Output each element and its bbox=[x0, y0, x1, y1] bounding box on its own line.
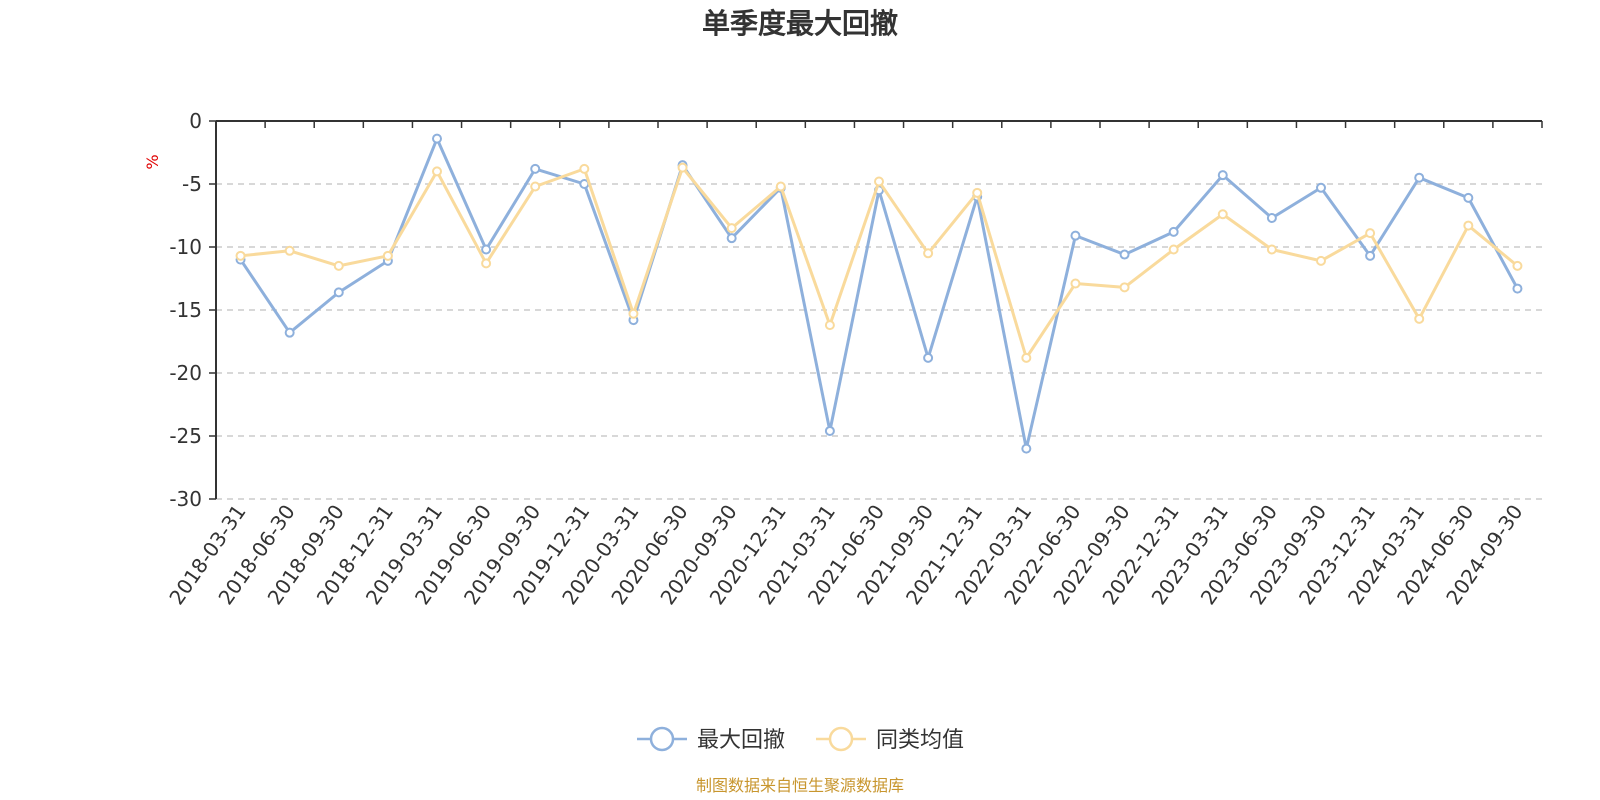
data-point bbox=[1316, 255, 1326, 266]
data-point bbox=[1070, 278, 1081, 289]
source-note: 制图数据来自恒生聚源数据库 bbox=[696, 776, 904, 795]
data-point bbox=[824, 425, 835, 436]
data-point bbox=[382, 250, 393, 261]
grid-lines bbox=[216, 183, 1542, 500]
data-point bbox=[235, 250, 246, 261]
data-point bbox=[1266, 213, 1277, 224]
data-point bbox=[726, 223, 737, 234]
data-point bbox=[284, 327, 295, 338]
legend-item-1[interactable]: 最大回撤 bbox=[637, 726, 785, 753]
data-point bbox=[677, 162, 688, 173]
data-point bbox=[1365, 228, 1376, 239]
data-point bbox=[579, 163, 590, 174]
data-point bbox=[1463, 192, 1474, 203]
legend-label: 最大回撤 bbox=[697, 728, 785, 753]
data-point bbox=[1463, 220, 1474, 231]
data-point bbox=[432, 133, 442, 144]
x-tick-labels: 2018-03-312018-06-302018-09-302018-12-31… bbox=[164, 500, 1527, 609]
data-point bbox=[530, 163, 541, 174]
data-point bbox=[1217, 170, 1228, 181]
legend[interactable]: 最大回撤 同类均值 bbox=[637, 726, 964, 753]
data-point bbox=[1414, 172, 1425, 183]
data-point bbox=[1217, 209, 1228, 220]
data-point bbox=[1512, 283, 1523, 294]
data-point bbox=[1021, 352, 1032, 363]
data-point bbox=[726, 233, 737, 244]
y-tick-labels: 0 -5 -10 -15 -20 -25 -30 bbox=[169, 109, 202, 511]
data-point bbox=[333, 260, 344, 271]
data-point bbox=[1070, 230, 1081, 241]
series-layer bbox=[235, 133, 1523, 454]
y-tick-label: 0 bbox=[189, 109, 202, 133]
legend-swatch-marker bbox=[649, 726, 675, 752]
y-tick-label: -20 bbox=[169, 361, 202, 385]
data-point bbox=[1365, 250, 1376, 261]
data-point bbox=[1414, 313, 1425, 324]
legend-label: 同类均值 bbox=[876, 728, 964, 753]
data-point bbox=[923, 248, 934, 259]
data-point bbox=[1512, 260, 1523, 271]
y-tick-label: -5 bbox=[182, 172, 202, 196]
data-point bbox=[1266, 244, 1277, 255]
data-point bbox=[530, 181, 541, 192]
y-axis-unit: % bbox=[143, 154, 162, 169]
data-point bbox=[824, 320, 835, 331]
data-point bbox=[628, 308, 639, 319]
data-point bbox=[1021, 443, 1032, 454]
data-point bbox=[1316, 182, 1326, 193]
axes bbox=[209, 120, 1543, 500]
data-point bbox=[775, 181, 786, 192]
y-tick-label: -25 bbox=[169, 424, 202, 448]
chart-title: 单季度最大回撤 bbox=[702, 7, 898, 40]
legend-item-2[interactable]: 同类均值 bbox=[816, 726, 964, 753]
data-point bbox=[923, 352, 934, 363]
data-point bbox=[972, 187, 983, 198]
data-point bbox=[284, 245, 295, 256]
data-point bbox=[481, 244, 492, 255]
data-point bbox=[1168, 226, 1179, 237]
data-point bbox=[432, 166, 442, 177]
legend-swatch-marker bbox=[828, 726, 854, 752]
y-tick-label: -10 bbox=[169, 235, 202, 259]
data-point bbox=[874, 176, 884, 187]
data-point bbox=[1168, 244, 1179, 255]
data-point bbox=[1119, 249, 1130, 260]
data-point bbox=[481, 258, 492, 269]
data-point bbox=[333, 287, 344, 298]
data-point bbox=[1119, 282, 1130, 293]
y-tick-label: -30 bbox=[169, 487, 202, 511]
y-tick-label: -15 bbox=[169, 298, 202, 322]
